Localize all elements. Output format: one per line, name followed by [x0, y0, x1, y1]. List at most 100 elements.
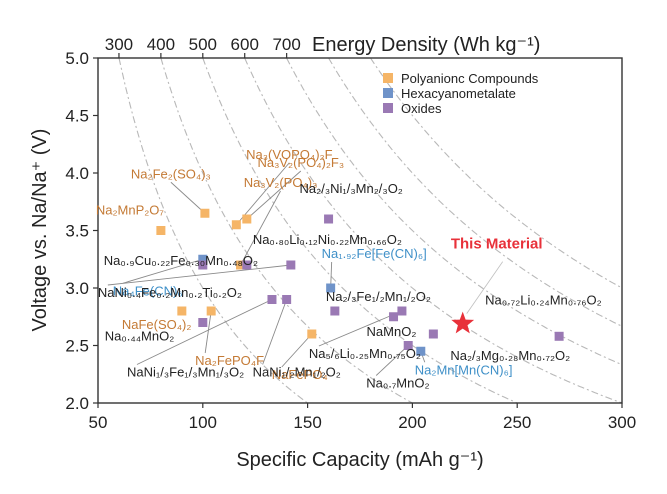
label-nani0-4fe0-2mn0-2ti0-2o2: NaNi₀.₄Fe₀.₂Mn₀.₂Ti₀.₂O₂ — [98, 285, 242, 300]
legend: Polyanionc CompoundsHexacyanometalateOxi… — [383, 71, 539, 116]
annotation-leader-lines — [107, 162, 504, 376]
label-na2-3fe1-2mn1-2o2: Na₂/₃Fe₁/₂Mn₁/₂O₂ — [326, 289, 431, 304]
x-tick-label-250: 250 — [503, 413, 531, 432]
x-tick-label-100: 100 — [189, 413, 217, 432]
label-na2-3ni1-3mn2-3o2: Na₂/₃Ni₁/₃Mn₂/₃O₂ — [300, 181, 403, 196]
leader-na3v2-po4-3 — [240, 190, 281, 266]
marker-na2mnp2o7 — [156, 226, 166, 235]
top-tick-label-600: 600 — [231, 35, 259, 54]
x-tick-label-300: 300 — [608, 413, 636, 432]
leader-na3v2-po4-2f3 — [246, 170, 302, 220]
label-nani1-2mn1-2o2: NaNi₁/₂Mn₁/₂O₂ — [253, 365, 341, 380]
x-tick-label-200: 200 — [398, 413, 426, 432]
label-na2fepo4f: Na₂FePO₄F — [195, 353, 264, 368]
axis-ticks: 300 400 500 600 700 50 100 150 200 250 300 2.0 2.5 3.… — [65, 35, 636, 432]
marker-nani1-2mn1-2o2 — [282, 295, 292, 304]
leader-na5-6li0-25mn0-75o2 — [318, 310, 403, 347]
leader-na2fe2-so4-3 — [170, 181, 206, 214]
leader-na2fepo4f — [204, 310, 212, 354]
energy-contour-800 — [328, 58, 622, 327]
legend-swatch-oxides — [383, 103, 393, 113]
label-na2mn-mn-cn-6: Na₂Mn[Mn(CN)₆] — [415, 362, 513, 377]
top-tick-label-400: 400 — [147, 35, 175, 54]
y-tick-label-0: 2.0 — [65, 394, 89, 413]
marker-na3-vopo4-2f — [231, 220, 241, 230]
label-namno2: NaMnO₂ — [367, 324, 417, 339]
label-na0-44mno2: Na₀.₄₄MnO₂ — [105, 329, 174, 344]
marker-na2mn-mn-cn-6 — [416, 346, 426, 356]
marker-na4fe-cn-6 — [198, 254, 208, 264]
energy-contour-300 — [118, 58, 309, 403]
marker-na0-80li0-12ni0-22mn0-66o2 — [242, 260, 252, 270]
legend-label-hexacyanometalate: Hexacyanometalate — [401, 86, 516, 101]
this-material-star — [451, 311, 475, 334]
x-tick-label-150: 150 — [293, 413, 321, 432]
x-tick-label-50: 50 — [89, 413, 108, 432]
leader-na3-vopo4-2f — [235, 162, 290, 226]
marker-na1-92fe-fe-cn-6 — [326, 283, 336, 293]
label-na2-3mg0-28mn0-72o2: Na₂/₃Mg₀.₂₈Mn₀.₇₂O₂ — [450, 348, 570, 363]
y-tick-label-5: 4.5 — [65, 107, 89, 126]
top-tick-label-700: 700 — [272, 35, 300, 54]
label-na2fe2-so4-3: Na₂Fe₂(SO₄)₃ — [131, 166, 211, 181]
leader-nani1-2mn1-2o2 — [262, 299, 288, 365]
marker-na0-7mno2 — [403, 341, 413, 350]
legend-swatch-hexacyanometalate — [383, 88, 393, 98]
label-na0-7mno2: Na₀.₇MnO₂ — [366, 376, 429, 391]
leader-nani1-3fe1-3mn1-3o2 — [136, 299, 273, 365]
label-na3v2-po4-3: Na₃V₂(PO₄)₃ — [244, 175, 318, 190]
leader-na0-7mno2 — [375, 345, 409, 376]
leader-nafepo4 — [281, 333, 313, 368]
label-na1-92fe-fe-cn-6: Na₁.₉₂Fe[Fe(CN)₆] — [322, 246, 427, 261]
y-tick-label-6: 5.0 — [65, 49, 89, 68]
label-nafepo4: NaFePO₄ — [272, 367, 328, 382]
data-labels: Na₂MnP₂O₇Na₂Fe₂(SO₄)₃Na₃(VOPO₄)₂FNa₃V₂(P… — [96, 147, 602, 391]
y-tick-label-2: 3.0 — [65, 279, 89, 298]
marker-namno2 — [389, 312, 399, 322]
marker-na2fepo4f — [206, 306, 216, 316]
label-na3-vopo4-2f: Na₃(VOPO₄)₂F — [246, 147, 332, 162]
energy-contour-900 — [370, 58, 622, 289]
top-tick-label-300: 300 — [105, 35, 133, 54]
marker-na2fe2-so4-3 — [200, 208, 210, 218]
this-material-leader — [466, 261, 504, 314]
label-na0-9cu0-22fe0-30mn0-48o2: Na₀.₉Cu₀.₂₂Fe₀.₃₀Mn₀.₄₈O₂ — [104, 253, 258, 268]
energy-density-contours — [118, 58, 622, 403]
marker-na0-44mno2 — [198, 318, 208, 327]
top-axis-title: Energy Density (Wh kg⁻¹) — [312, 34, 540, 56]
y-tick-label-4: 4.0 — [65, 164, 89, 183]
label-na0-72li0-24mn0-76o2: Na₀.₇₂Li₀.₂₄Mn₀.₇₆O₂ — [485, 292, 602, 307]
marker-nafepo4 — [307, 329, 317, 339]
x-axis-title: Specific Capacity (mAh g⁻¹) — [236, 449, 483, 471]
energy-contour-700 — [286, 58, 622, 366]
legend-label-oxides: Oxides — [401, 101, 442, 116]
marker-nafe-so4-2 — [177, 306, 187, 316]
leader-na4fe-cn-6 — [122, 258, 203, 284]
marker-na0-9cu0-22fe0-30mn0-48o2 — [198, 260, 208, 270]
label-nani1-3fe1-3mn1-3o2: NaNi₁/₃Fe₁/₃Mn₁/₃O₂ — [127, 365, 244, 380]
marker-na2-3mg0-28mn0-72o2 — [428, 329, 438, 339]
label-na0-80li0-12ni0-22mn0-66o2: Na₀.₈₀Li₀.₁₂Ni₀.₂₂Mn₀.₆₆O₂ — [253, 232, 402, 247]
legend-swatch-polyanionc-compounds — [383, 73, 393, 83]
marker-na2-3ni1-3mn2-3o2 — [324, 214, 334, 224]
energy-contour-500 — [202, 58, 519, 403]
marker-na2-3fe1-2mn1-2o2 — [330, 306, 340, 316]
label-na2mnp2o7: Na₂MnP₂O₇ — [96, 203, 165, 218]
marker-na3v2-po4-3 — [236, 260, 246, 270]
label-na4fe-cn-6: Na₄Fe(CN)₆ — [113, 283, 183, 298]
label-na5-6li0-25mn0-75o2: Na₅/₆Li₀.₂₅Mn₀.₇₅O₂ — [309, 346, 421, 361]
marker-nani0-4fe0-2mn0-2ti0-2o2 — [286, 260, 296, 270]
label-na3v2-po4-2f3: Na₃V₂(PO₄)₂F₃ — [257, 155, 344, 170]
y-tick-label-1: 2.5 — [65, 337, 89, 356]
energy-contour-600 — [244, 58, 622, 403]
legend-label-polyanionc-compounds: Polyanionc Compounds — [401, 71, 539, 86]
data-points — [156, 208, 564, 356]
this-material-label: This Material — [451, 236, 543, 253]
y-tick-label-3: 3.5 — [65, 222, 89, 241]
marker-na0-72li0-24mn0-76o2 — [554, 331, 564, 341]
marker-na5-6li0-25mn0-75o2 — [397, 306, 407, 316]
marker-nani1-3fe1-3mn1-3o2 — [267, 295, 277, 304]
y-axis-title: Voltage vs. Na/Na⁺ (V) — [29, 129, 51, 332]
energy-contour-400 — [160, 58, 414, 403]
top-tick-label-500: 500 — [189, 35, 217, 54]
